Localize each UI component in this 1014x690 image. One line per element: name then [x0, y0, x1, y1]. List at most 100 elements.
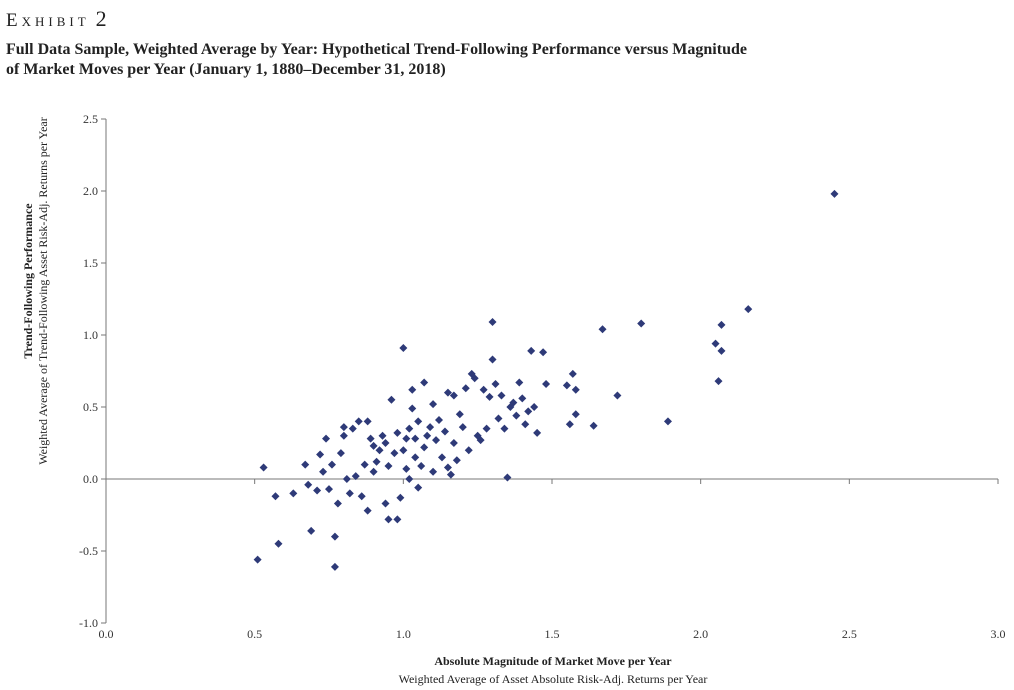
data-point — [589, 421, 598, 430]
data-point — [613, 391, 622, 400]
data-point — [316, 450, 325, 459]
data-point — [322, 434, 331, 443]
data-point — [384, 515, 393, 524]
data-point — [711, 339, 720, 348]
x-axis-title: Absolute Magnitude of Market Move per Ye… — [434, 654, 672, 668]
data-point — [437, 453, 446, 462]
data-point — [446, 470, 455, 479]
data-point — [339, 423, 348, 432]
exhibit-label: Exhibit 2 — [6, 6, 107, 32]
data-point — [470, 374, 479, 383]
data-point — [476, 436, 485, 445]
chart-axes: -1.0 -0.5 0.0 0.5 1.0 1.5 2.0 2.5 0.0 0.5 1.0 1.5 2.… — [79, 112, 1006, 641]
data-point — [432, 436, 441, 445]
data-point — [330, 562, 339, 571]
y-tick-label: -0.5 — [79, 544, 98, 558]
data-point — [307, 526, 316, 535]
data-point — [325, 485, 333, 494]
data-point — [274, 539, 283, 548]
data-point — [363, 506, 372, 515]
data-point — [366, 434, 375, 443]
data-point — [289, 489, 298, 498]
data-point — [435, 415, 444, 424]
data-point — [414, 417, 423, 426]
data-point — [539, 348, 548, 357]
data-point — [330, 532, 339, 541]
data-point — [714, 377, 723, 386]
exhibit-number: 2 — [95, 6, 107, 31]
data-point — [637, 319, 646, 328]
data-point — [429, 467, 438, 476]
y-tick-label: 0.5 — [83, 400, 98, 414]
data-points — [253, 189, 839, 571]
data-point — [420, 378, 429, 387]
data-point — [717, 320, 726, 329]
data-point — [369, 441, 378, 450]
data-point — [348, 424, 357, 433]
data-point — [259, 463, 268, 472]
data-point — [521, 420, 530, 429]
data-point — [482, 424, 491, 433]
data-point — [497, 391, 506, 400]
data-point — [518, 394, 527, 403]
data-point — [527, 346, 536, 355]
x-tick-label: 0.0 — [99, 627, 114, 641]
data-point — [393, 515, 402, 524]
data-point — [333, 499, 342, 508]
x-tick-label: 3.0 — [991, 627, 1006, 641]
y-tick-label: 0.0 — [83, 472, 98, 486]
data-point — [360, 460, 369, 469]
data-point — [452, 456, 461, 465]
data-point — [387, 395, 396, 404]
data-point — [429, 400, 438, 409]
data-point — [417, 462, 426, 471]
data-point — [503, 473, 512, 482]
data-point — [479, 385, 488, 394]
data-point — [568, 369, 577, 378]
data-point — [375, 446, 384, 455]
data-point — [562, 381, 571, 390]
data-point — [408, 404, 417, 413]
data-point — [345, 489, 354, 498]
data-point — [491, 379, 500, 388]
data-point — [378, 431, 387, 440]
y-axis-subtitle: Weighted Average of Trend-Following Asse… — [36, 117, 50, 464]
data-point — [458, 423, 467, 432]
data-point — [426, 423, 435, 432]
x-tick-label: 2.0 — [693, 627, 708, 641]
data-point — [663, 417, 672, 426]
data-point — [357, 492, 366, 501]
data-point — [542, 379, 551, 388]
data-point — [351, 472, 360, 481]
data-point — [515, 378, 524, 387]
data-point — [336, 449, 345, 458]
data-point — [301, 460, 310, 469]
data-point — [408, 385, 417, 394]
data-point — [506, 403, 515, 411]
x-axis-subtitle: Weighted Average of Asset Absolute Risk-… — [399, 672, 708, 686]
data-point — [411, 434, 420, 443]
data-point — [488, 355, 497, 364]
data-point — [524, 407, 533, 416]
x-tick-label: 2.5 — [842, 627, 857, 641]
data-point — [253, 555, 262, 564]
data-point — [396, 493, 405, 502]
data-point — [411, 453, 420, 462]
data-point — [399, 446, 408, 455]
data-point — [393, 428, 402, 437]
data-point — [530, 403, 539, 411]
x-tick-label: 1.5 — [545, 627, 560, 641]
data-point — [381, 439, 390, 447]
chart-title-line-1: Full Data Sample, Weighted Average by Ye… — [6, 41, 747, 58]
data-point — [509, 398, 518, 407]
data-point — [440, 427, 449, 436]
data-point — [372, 457, 381, 466]
exhibit-word: Exhibit — [6, 10, 90, 31]
data-point — [533, 428, 542, 437]
data-point — [405, 424, 414, 433]
data-point — [512, 411, 521, 420]
y-tick-label: 2.5 — [83, 112, 98, 126]
data-point — [271, 492, 280, 501]
data-point — [598, 325, 607, 334]
data-point — [443, 388, 452, 397]
